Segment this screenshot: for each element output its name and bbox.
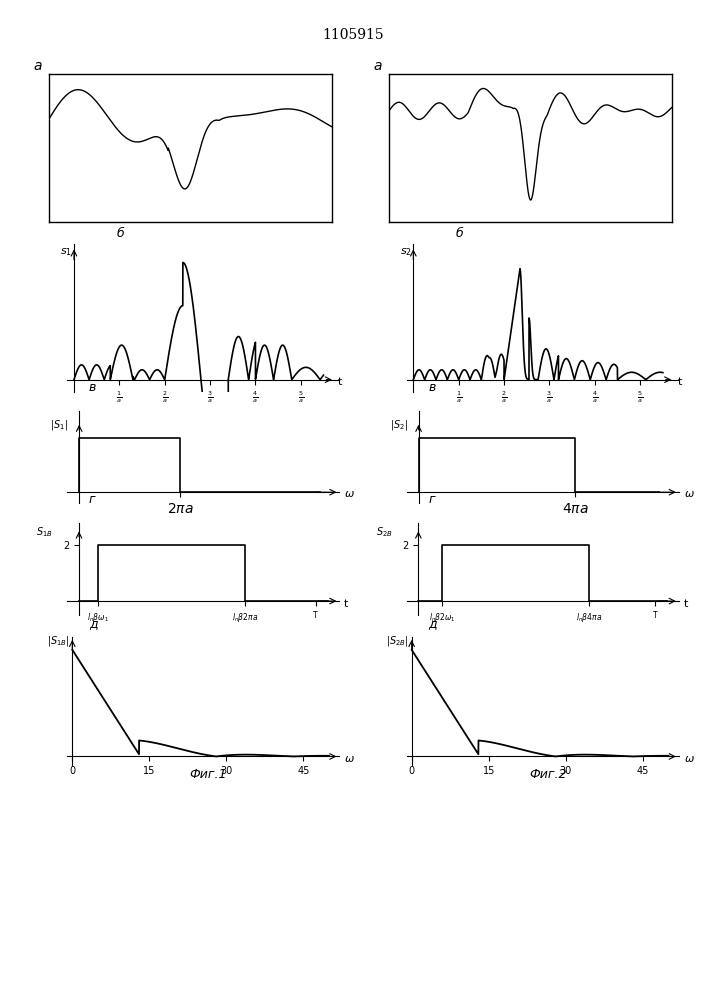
- Text: д: д: [89, 617, 98, 630]
- Text: г: г: [428, 493, 435, 506]
- Text: $|S_1|$: $|S_1|$: [50, 418, 69, 432]
- Text: $S_{2B}$: $S_{2B}$: [375, 525, 392, 539]
- Text: в: в: [89, 381, 96, 394]
- Text: б: б: [455, 227, 463, 240]
- Text: б: б: [116, 227, 124, 240]
- Text: $|S_{2B}|$: $|S_{2B}|$: [386, 634, 409, 648]
- Text: a: a: [34, 59, 42, 73]
- Text: в: в: [428, 381, 436, 394]
- Text: t: t: [677, 377, 682, 387]
- Text: $s_1$: $s_1$: [60, 246, 72, 258]
- Text: $\omega$: $\omega$: [344, 489, 355, 499]
- Text: a: a: [373, 59, 382, 73]
- Text: $s_2$: $s_2$: [399, 246, 411, 258]
- Text: 1105915: 1105915: [322, 28, 385, 42]
- Text: Фиг.1: Фиг.1: [189, 768, 228, 781]
- Text: д: д: [428, 617, 437, 630]
- Text: Фиг.2: Фиг.2: [529, 768, 567, 781]
- Text: t: t: [344, 599, 349, 609]
- Text: г: г: [89, 493, 95, 506]
- Text: t: t: [684, 599, 688, 609]
- Text: $|S_{1B}|$: $|S_{1B}|$: [47, 634, 69, 648]
- Text: $\omega$: $\omega$: [684, 489, 694, 499]
- Text: $|S_2|$: $|S_2|$: [390, 418, 408, 432]
- Text: $\omega$: $\omega$: [684, 754, 695, 764]
- Text: $\omega$: $\omega$: [344, 754, 356, 764]
- Text: $S_{1B}$: $S_{1B}$: [36, 525, 53, 539]
- Text: t: t: [338, 377, 342, 387]
